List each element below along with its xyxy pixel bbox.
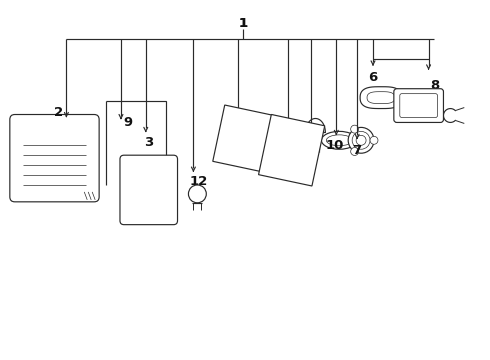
Circle shape bbox=[370, 136, 378, 144]
Circle shape bbox=[351, 125, 359, 133]
Ellipse shape bbox=[321, 131, 357, 149]
Text: 4: 4 bbox=[288, 159, 297, 172]
Text: 7: 7 bbox=[353, 144, 362, 157]
Polygon shape bbox=[360, 87, 402, 109]
Circle shape bbox=[351, 148, 359, 156]
Text: 12: 12 bbox=[189, 175, 207, 189]
FancyBboxPatch shape bbox=[394, 89, 443, 122]
Text: 9: 9 bbox=[123, 116, 132, 129]
Text: 8: 8 bbox=[430, 79, 439, 92]
Polygon shape bbox=[213, 105, 273, 172]
Text: 6: 6 bbox=[368, 71, 378, 84]
FancyBboxPatch shape bbox=[10, 114, 99, 202]
Text: 3: 3 bbox=[144, 136, 153, 149]
Text: 1: 1 bbox=[239, 17, 247, 30]
Text: 2: 2 bbox=[54, 106, 63, 119]
Text: 11: 11 bbox=[300, 146, 318, 159]
Polygon shape bbox=[259, 114, 325, 186]
FancyBboxPatch shape bbox=[400, 94, 438, 117]
Text: 1: 1 bbox=[239, 17, 247, 30]
Circle shape bbox=[348, 127, 374, 153]
FancyBboxPatch shape bbox=[120, 155, 177, 225]
Text: 10: 10 bbox=[325, 139, 343, 152]
Text: 5: 5 bbox=[232, 156, 242, 168]
